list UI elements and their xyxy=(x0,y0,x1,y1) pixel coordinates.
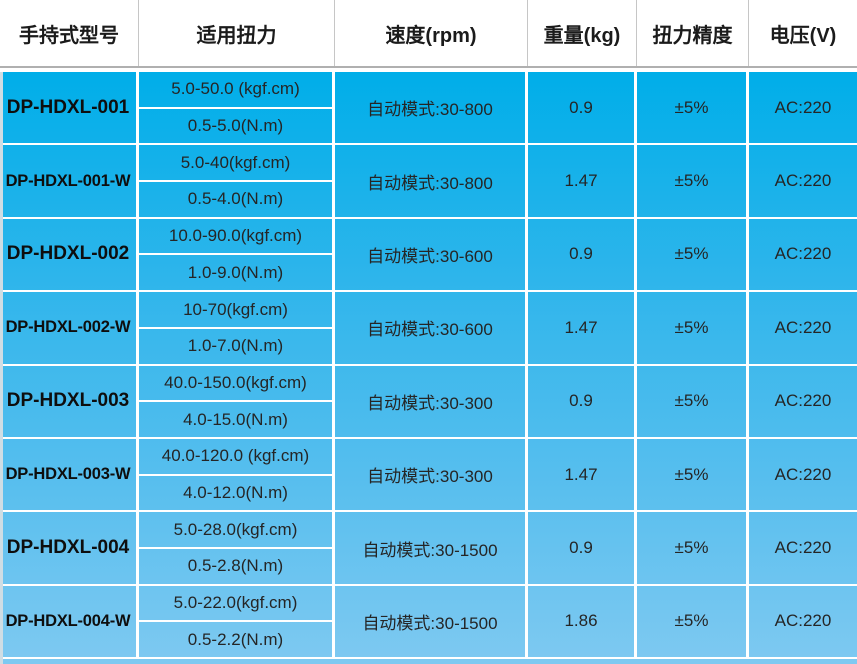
table-row: DP-HDXL-004-W 5.0-22.0(kgf.cm) 0.5-2.2(N… xyxy=(0,585,857,660)
weight-cell: 0.9 xyxy=(528,365,637,437)
torque-cell: 10.0-90.0(kgf.cm) 1.0-9.0(N.m) xyxy=(139,218,335,291)
voltage-cell: AC:220 xyxy=(774,97,832,117)
table-body: DP-HDXL-001 5.0-50.0 (kgf.cm) 0.5-5.0(N.… xyxy=(0,72,857,664)
model-cell: DP-HDXL-004-W xyxy=(0,585,139,658)
weight-cell: 0.9 xyxy=(528,218,637,291)
torque-nm-value: 0.5-2.2(N.m) xyxy=(139,620,332,657)
voltage-cell: AC:220 xyxy=(774,244,832,264)
torque-nm-value: 1.0-9.0(N.m) xyxy=(139,253,332,290)
model-cell: DP-HDXL-002-W xyxy=(0,292,139,364)
table-row: DP-HDXL-003-W 40.0-120.0 (kgf.cm) 4.0-12… xyxy=(0,438,857,513)
weight-cell: 1.47 xyxy=(528,292,637,364)
model-cell: DP-HDXL-002 xyxy=(0,218,139,291)
speed-cell: 自动模式:30-1500 xyxy=(335,585,528,658)
table-row: DP-HDXL-001-W 5.0-40(kgf.cm) 0.5-4.0(N.m… xyxy=(0,145,857,219)
torque-cell: 40.0-120.0 (kgf.cm) 4.0-12.0(N.m) xyxy=(139,438,335,511)
weight-cell: 0.9 xyxy=(528,512,637,584)
table-header-row: 手持式型号 适用扭力 速度(rpm) 重量(kg) 扭力精度 电压(V) xyxy=(0,0,857,68)
table-row: DP-HDXL-002 10.0-90.0(kgf.cm) 1.0-9.0(N.… xyxy=(0,218,857,293)
torque-kgf-value: 40.0-150.0(kgf.cm) xyxy=(164,372,307,392)
voltage-cell: AC:220 xyxy=(774,611,832,631)
weight-cell: 1.47 xyxy=(528,145,637,217)
voltage-cell: AC:220 xyxy=(774,317,832,337)
table-row: DP-HDXL-001 5.0-50.0 (kgf.cm) 0.5-5.0(N.… xyxy=(0,72,857,146)
torque-cell: 40.0-150.0(kgf.cm) 4.0-15.0(N.m) xyxy=(139,365,335,437)
torque-nm-value: 4.0-15.0(N.m) xyxy=(139,400,332,437)
torque-kgf-value: 5.0-28.0(kgf.cm) xyxy=(173,519,298,539)
model-cell: DP-HDXL-001-W xyxy=(0,145,139,217)
accuracy-cell: ±5% xyxy=(637,365,749,437)
model-cell: DP-HDXL-003 xyxy=(0,365,139,437)
voltage-cell: AC:220 xyxy=(774,391,832,411)
weight-cell: 1.86 xyxy=(528,585,637,658)
speed-cell: 自动模式:30-600 xyxy=(335,292,528,364)
speed-cell: 自动模式:30-800 xyxy=(335,145,528,217)
torque-kgf-value: 5.0-40(kgf.cm) xyxy=(180,152,291,172)
column-header-voltage: 电压(V) xyxy=(769,24,837,47)
accuracy-cell: ±5% xyxy=(637,72,749,144)
column-header-accuracy: 扭力精度 xyxy=(637,0,749,66)
torque-nm-value: 0.5-5.0(N.m) xyxy=(139,106,332,144)
model-cell: DP-HDXL-001 xyxy=(0,72,139,144)
speed-cell: 自动模式:30-300 xyxy=(335,438,528,511)
column-header-model: 手持式型号 xyxy=(0,0,139,66)
table-row: DP-HDXL-003 40.0-150.0(kgf.cm) 4.0-15.0(… xyxy=(0,365,857,439)
torque-kgf-value: 10-70(kgf.cm) xyxy=(183,299,288,319)
accuracy-cell: ±5% xyxy=(637,438,749,511)
voltage-cell: AC:220 xyxy=(774,538,832,558)
accuracy-cell: ±5% xyxy=(637,512,749,584)
model-cell: DP-HDXL-003-W xyxy=(0,438,139,511)
accuracy-cell: ±5% xyxy=(637,145,749,217)
torque-cell: 5.0-22.0(kgf.cm) 0.5-2.2(N.m) xyxy=(139,585,335,658)
torque-cell: 10-70(kgf.cm) 1.0-7.0(N.m) xyxy=(139,292,335,364)
column-header-weight: 重量(kg) xyxy=(528,0,637,66)
torque-nm-value: 0.5-4.0(N.m) xyxy=(139,180,332,217)
weight-cell: 0.9 xyxy=(528,72,637,144)
column-header-torque: 适用扭力 xyxy=(139,0,335,66)
column-header-speed: 速度(rpm) xyxy=(335,0,528,66)
torque-kgf-value: 5.0-50.0 (kgf.cm) xyxy=(171,79,300,99)
table-row: DP-HDXL-002-W 10-70(kgf.cm) 1.0-7.0(N.m)… xyxy=(0,292,857,366)
torque-nm-value: 1.0-7.0(N.m) xyxy=(139,326,332,364)
voltage-cell: AC:220 xyxy=(774,464,832,484)
voltage-cell: AC:220 xyxy=(774,171,832,191)
torque-nm-value: 4.0-12.0(N.m) xyxy=(139,473,332,511)
speed-cell: 自动模式:30-600 xyxy=(335,218,528,291)
speed-cell: 自动模式:30-800 xyxy=(335,72,528,144)
model-cell: DP-HDXL-004 xyxy=(0,512,139,584)
speed-cell: 自动模式:30-300 xyxy=(335,365,528,437)
accuracy-cell: ±5% xyxy=(637,218,749,291)
torque-nm-value: 0.5-2.8(N.m) xyxy=(139,547,332,584)
torque-kgf-value: 40.0-120.0 (kgf.cm) xyxy=(161,446,310,466)
weight-cell: 1.47 xyxy=(528,438,637,511)
torque-kgf-value: 10.0-90.0(kgf.cm) xyxy=(168,226,303,246)
torque-kgf-value: 5.0-22.0(kgf.cm) xyxy=(173,593,298,613)
torque-cell: 5.0-28.0(kgf.cm) 0.5-2.8(N.m) xyxy=(139,512,335,584)
table-row: DP-HDXL-004 5.0-28.0(kgf.cm) 0.5-2.8(N.m… xyxy=(0,512,857,586)
accuracy-cell: ±5% xyxy=(637,585,749,658)
torque-cell: 5.0-40(kgf.cm) 0.5-4.0(N.m) xyxy=(139,145,335,217)
speed-cell: 自动模式:30-1500 xyxy=(335,512,528,584)
torque-cell: 5.0-50.0 (kgf.cm) 0.5-5.0(N.m) xyxy=(139,72,335,144)
header-body-gap xyxy=(0,68,857,72)
accuracy-cell: ±5% xyxy=(637,292,749,364)
